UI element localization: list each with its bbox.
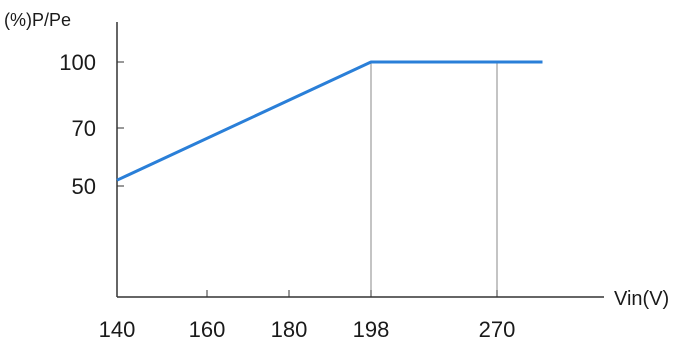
y-axis-label: (%)P/Pe (4, 10, 71, 30)
x-tick-label-180: 180 (271, 317, 308, 341)
y-tick-label-70: 70 (72, 116, 96, 141)
x-axis-label: Vin(V) (614, 288, 669, 310)
x-tick-label-198: 198 (353, 317, 390, 341)
x-tick-label-270: 270 (479, 317, 516, 341)
y-tick-label-100: 100 (59, 50, 96, 75)
x-tick-label-140: 140 (99, 317, 136, 341)
x-tick-label-160: 160 (189, 317, 226, 341)
y-tick-label-50: 50 (72, 174, 96, 199)
series-line-0 (117, 62, 543, 180)
